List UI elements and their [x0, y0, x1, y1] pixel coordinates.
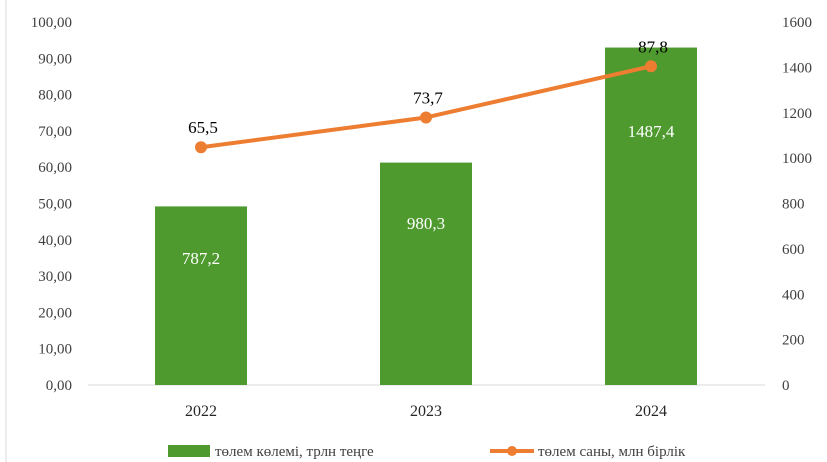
left-tick-label: 60,00 — [38, 160, 72, 176]
left-tick-label: 20,00 — [38, 305, 72, 321]
bar — [605, 47, 697, 386]
right-tick-label: 1400 — [782, 60, 812, 76]
legend: төлем көлемі, трлн теңге төлем саны, млн… — [168, 444, 686, 460]
left-tick-label: 70,00 — [38, 124, 72, 140]
line-point — [195, 141, 207, 154]
bar — [155, 206, 247, 385]
category-label: 2023 — [410, 403, 442, 420]
bar — [380, 162, 472, 385]
legend-swatch-bar — [168, 445, 210, 457]
bar-series: 787,2 980,3 1487,4 — [155, 47, 697, 386]
right-tick-label: 600 — [782, 242, 805, 258]
right-tick-label: 1200 — [782, 106, 812, 122]
legend-label-line: төлем саны, млн бірлік — [538, 444, 686, 460]
left-tick-label: 90,00 — [38, 51, 72, 67]
left-tick-label: 30,00 — [38, 269, 72, 285]
right-tick-label: 1600 — [782, 15, 812, 31]
category-label: 2024 — [635, 403, 667, 420]
left-tick-label: 0,00 — [46, 378, 72, 394]
legend-marker — [507, 446, 517, 456]
bar-value-label: 787,2 — [182, 249, 220, 268]
category-label: 2022 — [185, 403, 217, 420]
category-axis: 2022 2023 2024 — [185, 403, 667, 420]
left-tick-label: 40,00 — [38, 233, 72, 249]
right-tick-label: 800 — [782, 197, 805, 213]
right-tick-label: 0 — [782, 378, 790, 394]
right-tick-label: 200 — [782, 333, 805, 349]
line-point — [420, 111, 432, 124]
line-value-label: 73,7 — [413, 88, 443, 107]
right-axis: 0 200 400 600 800 1000 1200 1400 1600 — [782, 15, 812, 394]
left-tick-label: 100,00 — [31, 15, 72, 31]
right-tick-label: 400 — [782, 287, 805, 303]
bar-value-label: 980,3 — [407, 214, 445, 233]
left-axis: 0,00 10,00 20,00 30,00 40,00 50,00 60,00 70,00 8… — [31, 15, 72, 394]
line-value-label: 65,5 — [188, 118, 218, 137]
line-series: 65,5 73,7 87,8 — [188, 37, 668, 154]
line-point — [645, 60, 657, 73]
left-tick-label: 80,00 — [38, 88, 72, 104]
left-tick-label: 50,00 — [38, 197, 72, 213]
bar-value-label: 1487,4 — [628, 122, 675, 141]
left-tick-label: 10,00 — [38, 342, 72, 358]
line-value-label: 87,8 — [638, 37, 668, 56]
legend-label-bar: төлем көлемі, трлн теңге — [215, 444, 374, 460]
right-tick-label: 1000 — [782, 151, 812, 167]
